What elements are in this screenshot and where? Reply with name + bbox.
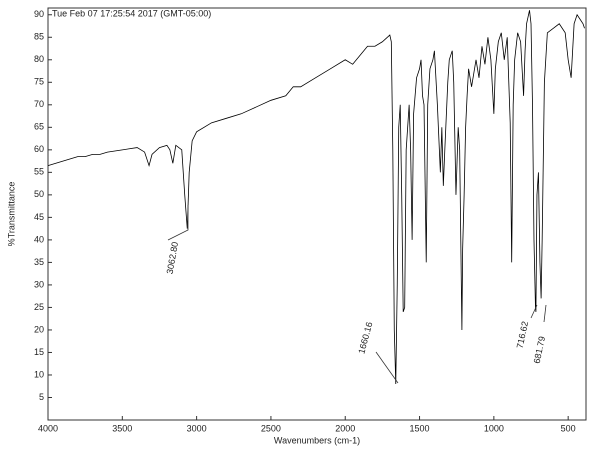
y-tick-label: 45 [34,212,44,222]
x-tick-label: 1500 [410,423,430,433]
x-tick-label: 500 [561,423,576,433]
y-axis-label: %Transmittance [6,182,16,247]
y-tick-label: 50 [34,189,44,199]
x-tick-label: 1000 [484,423,504,433]
x-axis-label: Wavenumbers (cm-1) [274,435,360,445]
y-tick-label: 10 [34,369,44,379]
x-tick-label: 3500 [112,423,132,433]
y-tick-label: 20 [34,324,44,334]
peak-annotation: 1660.16 [356,321,374,355]
x-tick-label: 2000 [335,423,355,433]
y-tick-label: 30 [34,279,44,289]
spectrum-line [47,10,585,384]
y-tick-label: 60 [34,144,44,154]
y-tick-label: 35 [34,257,44,267]
peak-annotation: 681.79 [532,335,548,364]
timestamp: Tue Feb 07 17:25:54 2017 (GMT-05:00) [52,8,211,18]
x-tick-label: 3000 [187,423,207,433]
y-tick-label: 85 [34,32,44,42]
x-tick-label: 2500 [261,423,281,433]
y-tick-label: 55 [34,167,44,177]
peak-annotation: 716.62 [515,320,531,349]
y-tick-label: 75 [34,77,44,87]
y-tick-label: 25 [34,302,44,312]
y-tick-label: 90 [34,9,44,19]
annotation-leader [167,205,189,241]
x-tick-label: 4000 [38,423,58,433]
plot-frame [47,7,587,421]
peak-annotation: 3062.80 [165,241,180,275]
annotation-leader [375,351,399,384]
y-tick-label: 15 [34,347,44,357]
annotation-leader [530,304,538,319]
y-tick-label: 5 [39,392,44,402]
y-tick-label: 80 [34,54,44,64]
y-tick-label: 70 [34,99,44,109]
y-tick-label: 65 [34,122,44,132]
y-tick-label: 40 [34,234,44,244]
annotation-leader [543,304,547,323]
